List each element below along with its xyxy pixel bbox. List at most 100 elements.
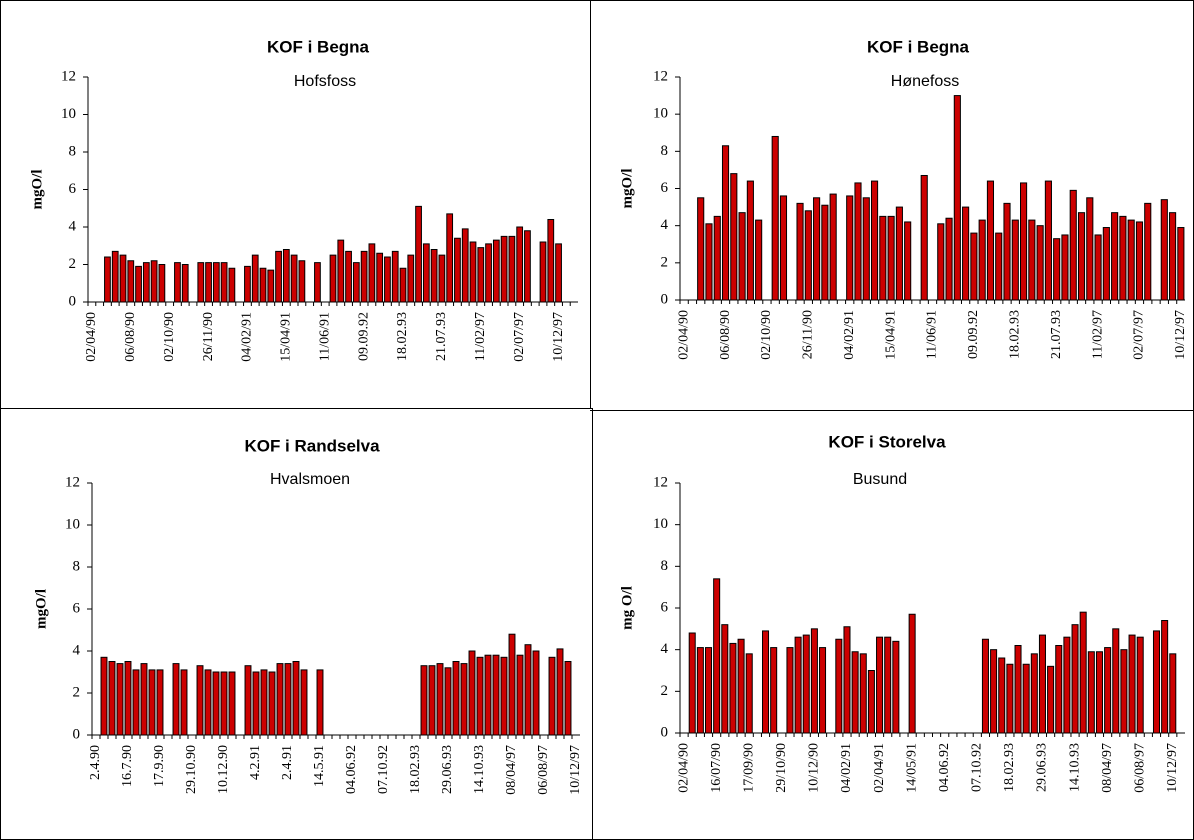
y-tick-label: 4 (661, 641, 669, 657)
bar (1152, 630, 1161, 734)
y-tick-label: 0 (661, 291, 669, 307)
bar (970, 232, 978, 301)
bar (220, 262, 228, 303)
x-tick-label: 17.9.90 (152, 745, 167, 787)
bar (244, 265, 251, 303)
bar (181, 264, 189, 303)
bar (204, 669, 212, 736)
chart-subtitle: Busund (853, 471, 907, 488)
x-tick-label: 15/04/91 (883, 310, 898, 360)
bar (469, 241, 477, 303)
x-tick-label: 16.7.90 (120, 745, 135, 787)
y-tick-label: 4 (73, 642, 81, 658)
bar (345, 250, 352, 303)
bar (468, 650, 476, 736)
bar (771, 135, 779, 301)
bar (100, 656, 108, 736)
bar (127, 260, 135, 303)
y-tick-label: 12 (61, 68, 76, 84)
x-tick-label: 06/08/90 (123, 312, 138, 362)
y-tick-label: 6 (661, 599, 669, 615)
bar (492, 654, 500, 736)
bar (978, 219, 986, 301)
bar (729, 642, 737, 734)
y-tick-label: 0 (69, 293, 77, 309)
x-tick-label: 09.09.92 (966, 310, 981, 359)
bar (555, 243, 562, 303)
bar (895, 206, 903, 301)
chart-title: KOF i Begna (267, 37, 370, 56)
bar (995, 232, 1003, 301)
bar (548, 656, 556, 736)
bar (1169, 653, 1177, 734)
bar (835, 638, 843, 734)
bar (1169, 212, 1177, 301)
bar (251, 254, 259, 303)
bar (116, 663, 124, 736)
chart-title: KOF i Begna (867, 37, 970, 56)
bar (829, 193, 837, 301)
bar (111, 250, 119, 303)
bar (384, 256, 391, 303)
bar (1053, 238, 1061, 301)
x-tick-label: 14.5.91 (312, 745, 327, 787)
bar (1036, 225, 1044, 301)
bar (704, 647, 713, 734)
bar (770, 647, 778, 734)
x-tick-label: 11/06/91 (925, 310, 940, 359)
bar (260, 669, 268, 736)
x-tick-label: 18.02.93 (1008, 310, 1023, 359)
bar (314, 262, 321, 303)
bar (813, 197, 821, 301)
bar (746, 180, 754, 301)
bar (697, 197, 705, 301)
chart-subtitle: Hofsfoss (294, 73, 356, 90)
x-tick-label: 17/09/90 (741, 743, 756, 793)
bar (986, 180, 995, 301)
bar (1144, 202, 1152, 301)
bar (140, 663, 148, 736)
bar (859, 653, 867, 734)
bar (730, 173, 738, 301)
bar (1111, 212, 1119, 301)
bar (444, 667, 452, 736)
y-tick-label: 10 (653, 516, 668, 532)
bar (1161, 620, 1169, 734)
bar (454, 237, 461, 303)
bar (737, 638, 745, 734)
bar (399, 267, 407, 303)
y-tick-label: 10 (653, 106, 668, 122)
bar (508, 633, 516, 736)
bar (556, 648, 564, 736)
bar (539, 241, 547, 303)
x-tick-label: 02/07/97 (512, 312, 527, 362)
bar (158, 264, 166, 303)
bar (688, 632, 696, 734)
bar (500, 235, 508, 303)
bar (292, 661, 300, 736)
bar (843, 626, 851, 734)
bar (1086, 197, 1094, 301)
y-tick-label: 4 (69, 218, 77, 234)
bar (953, 95, 961, 301)
x-tick-label: 04.06.92 (344, 745, 359, 794)
bar (172, 663, 180, 736)
bar (300, 669, 308, 736)
bar (879, 215, 887, 301)
x-tick-label: 29/10/90 (774, 743, 789, 793)
bar (1135, 221, 1144, 301)
bar (485, 243, 492, 303)
bar (1006, 663, 1014, 734)
bar (721, 145, 730, 301)
bar (268, 671, 276, 736)
bar (391, 250, 399, 303)
bar (460, 663, 468, 736)
x-tick-label: 10/12/90 (807, 743, 822, 793)
bar (1061, 234, 1069, 301)
y-tick-label: 6 (73, 600, 81, 616)
x-tick-label: 10/12/97 (1165, 743, 1180, 793)
y-tick-label: 8 (661, 558, 669, 574)
x-tick-label: 29.10.90 (184, 745, 199, 794)
bar (786, 647, 794, 734)
